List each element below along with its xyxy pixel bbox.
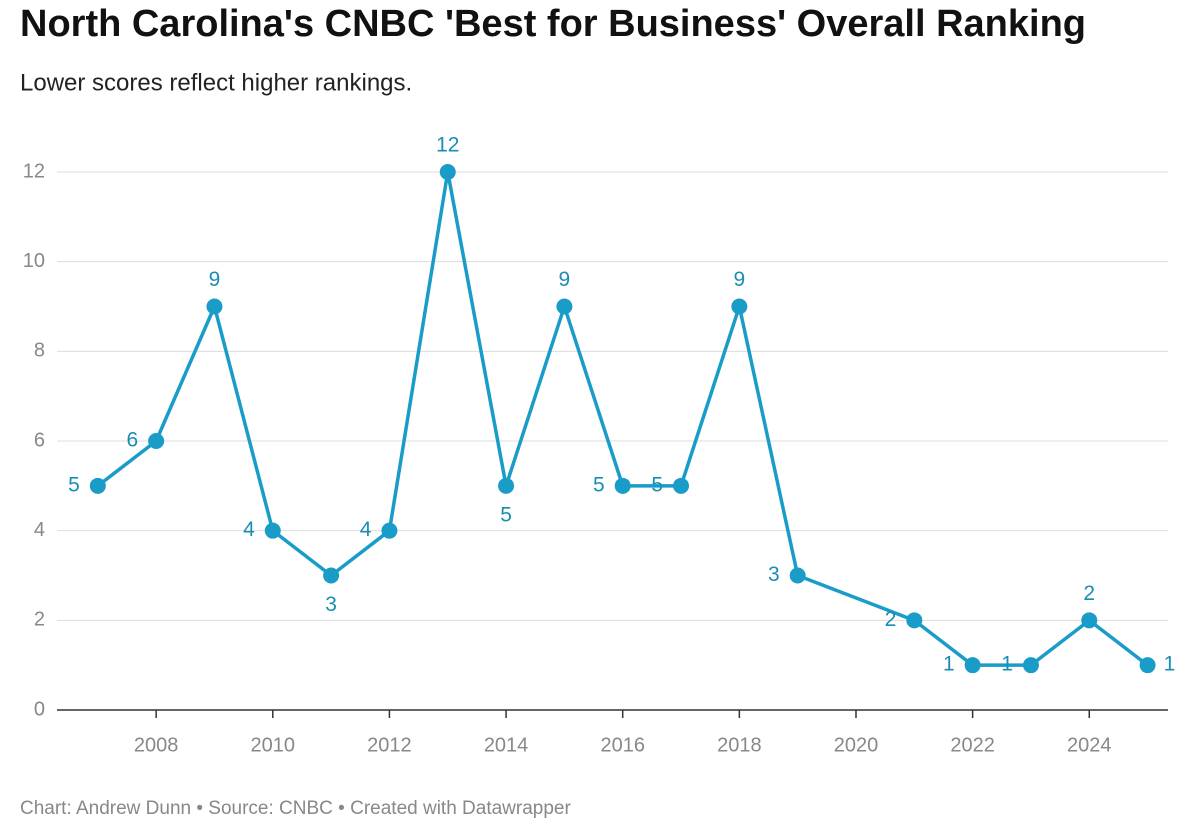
data-label: 5 (593, 473, 605, 496)
point (498, 477, 515, 494)
x-tick-label: 2014 (484, 734, 529, 756)
data-label: 3 (325, 593, 337, 616)
x-tick-label: 2012 (367, 734, 412, 756)
point (964, 657, 981, 674)
data-label: 9 (209, 268, 221, 291)
point (148, 433, 165, 449)
point (264, 522, 281, 539)
y-tick-label: 8 (34, 340, 45, 362)
x-tick-label: 2016 (600, 734, 645, 756)
point (1022, 657, 1039, 674)
point (673, 477, 690, 494)
point (1139, 657, 1156, 674)
x-tick-label: 2020 (834, 734, 879, 756)
data-label: 5 (68, 473, 80, 496)
data-label: 2 (1083, 582, 1095, 605)
x-tick-label: 2024 (1067, 734, 1112, 756)
data-label: 4 (243, 518, 255, 541)
point (381, 522, 398, 539)
line (96, 170, 1149, 667)
data-label: 1 (1164, 653, 1176, 676)
point (89, 477, 106, 494)
point (1081, 612, 1098, 629)
data-label: 5 (500, 503, 512, 526)
data-label: 2 (885, 608, 897, 631)
chart-footer: Chart: Andrew Dunn • Source: CNBC • Crea… (20, 798, 571, 819)
y-tick-label: 2 (34, 609, 45, 631)
data-label: 3 (768, 563, 780, 586)
data-label: 6 (126, 429, 138, 452)
y-tick-label: 6 (34, 429, 45, 451)
data-label: 4 (360, 518, 372, 541)
data-label: 9 (559, 268, 571, 291)
chart-title: North Carolina's CNBC 'Best for Business… (20, 3, 1086, 45)
x-tick-label: 2022 (950, 734, 995, 756)
y-tick-label: 4 (34, 519, 45, 541)
y-tick-label: 0 (34, 698, 45, 720)
x-tick-label: 2018 (717, 734, 762, 756)
point (789, 567, 806, 584)
data-label: 9 (734, 268, 746, 291)
x-tick-label: 2010 (251, 734, 296, 756)
y-tick-label: 10 (23, 250, 45, 272)
point (556, 298, 573, 315)
point (614, 477, 631, 494)
data-label: 1 (1001, 653, 1013, 676)
data-label: 12 (436, 134, 459, 157)
y-tick-label: 12 (23, 160, 45, 182)
point (731, 298, 748, 315)
data-label: 1 (943, 653, 955, 676)
point (439, 164, 456, 180)
point (906, 612, 923, 629)
x-tick-label: 2008 (134, 734, 179, 756)
data-label: 5 (651, 473, 663, 496)
chart-subtitle: Lower scores reflect higher rankings. (20, 69, 412, 96)
point (206, 298, 223, 315)
point (323, 567, 340, 584)
